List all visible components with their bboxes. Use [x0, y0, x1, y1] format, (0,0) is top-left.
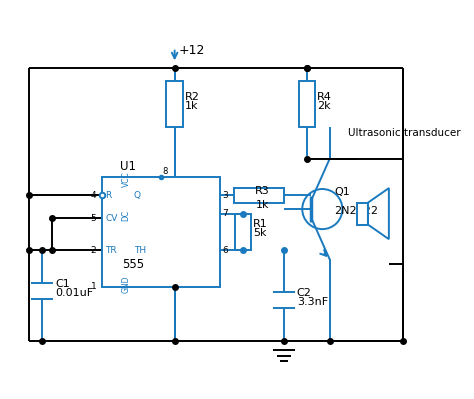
Text: R3: R3	[255, 186, 269, 196]
Text: R4: R4	[317, 92, 332, 102]
Bar	[235, 213, 251, 250]
Text: C2: C2	[297, 288, 312, 298]
Bar	[166, 81, 183, 127]
Text: 5: 5	[91, 214, 97, 223]
Text: 3.3nF: 3.3nF	[297, 297, 328, 307]
Text: 8: 8	[163, 168, 168, 176]
Text: +12: +12	[178, 44, 205, 57]
Text: 2N2222: 2N2222	[334, 205, 378, 215]
Bar	[357, 203, 368, 225]
Text: Q: Q	[134, 191, 141, 200]
Text: 6: 6	[222, 246, 228, 255]
Text: GND: GND	[122, 276, 131, 294]
Text: CV: CV	[105, 214, 118, 223]
Text: 4: 4	[91, 191, 96, 200]
Text: 2: 2	[91, 246, 96, 255]
Text: R1: R1	[253, 219, 268, 229]
Text: Q1: Q1	[334, 188, 350, 198]
Text: C1: C1	[55, 279, 70, 288]
Text: VCC: VCC	[122, 171, 131, 187]
Text: TH: TH	[134, 246, 146, 255]
Text: 3: 3	[222, 191, 228, 200]
Text: TR: TR	[105, 246, 117, 255]
Text: 1k: 1k	[185, 101, 198, 111]
Bar	[299, 81, 315, 127]
Text: DC: DC	[122, 210, 131, 221]
Text: 0.01uF: 0.01uF	[55, 288, 93, 298]
Text: Ultrasonic transducer: Ultrasonic transducer	[348, 128, 460, 138]
Bar	[234, 188, 284, 203]
Text: 555: 555	[122, 258, 144, 271]
Text: R: R	[105, 191, 111, 200]
Text: R2: R2	[185, 92, 200, 102]
Text: 7: 7	[222, 209, 228, 218]
Text: 1k: 1k	[256, 200, 270, 210]
Bar	[102, 177, 220, 286]
Text: 1: 1	[91, 282, 97, 291]
Text: 5k: 5k	[253, 228, 266, 239]
Text: U1: U1	[120, 160, 136, 173]
Text: 2k: 2k	[317, 101, 330, 111]
